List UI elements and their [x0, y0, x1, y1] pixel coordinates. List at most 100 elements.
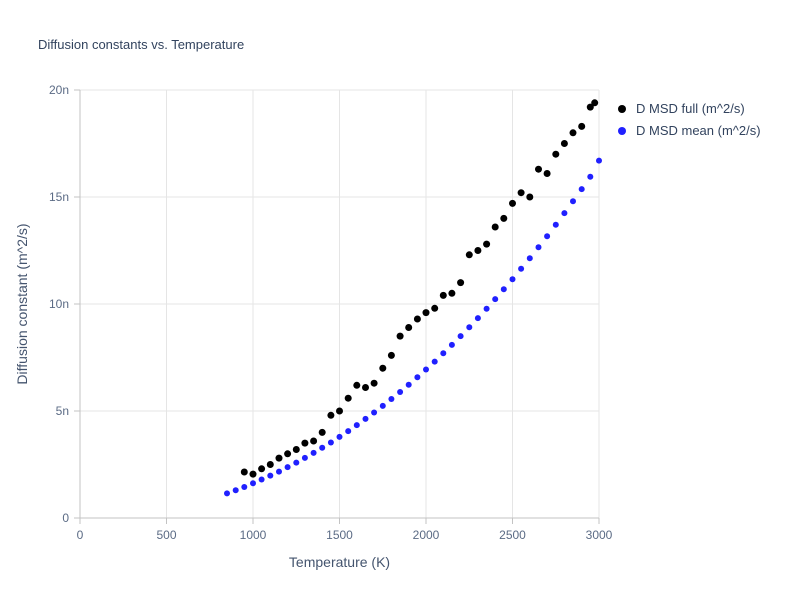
data-point-full — [439, 291, 447, 299]
data-point-full — [318, 428, 326, 436]
data-point-mean — [423, 366, 429, 373]
data-point-mean — [492, 296, 499, 303]
data-point-mean — [241, 484, 248, 490]
x-axis-label: Temperature (K) — [288, 554, 391, 570]
y-tick-label: 10n — [49, 297, 69, 311]
y-tick-label: 15n — [49, 190, 69, 204]
data-point-full — [517, 189, 525, 197]
x-tick-label: 500 — [156, 528, 176, 542]
data-point-mean — [258, 476, 265, 483]
data-point-full — [509, 199, 516, 207]
data-point-mean — [293, 459, 300, 466]
x-tick-label: 2500 — [499, 528, 526, 542]
legend-marker-full-icon — [618, 104, 626, 113]
data-point-full — [362, 384, 369, 391]
data-point-mean — [284, 464, 291, 471]
chart-title: Diffusion constants vs. Temperature — [38, 37, 245, 52]
data-point-mean — [483, 305, 490, 312]
data-point-full — [552, 150, 560, 158]
data-point-mean — [301, 454, 308, 461]
legend-marker-mean-icon — [618, 126, 626, 135]
legend-label-full: D MSD full (m^2/s) — [636, 101, 745, 116]
data-point-mean — [561, 210, 568, 217]
data-point-mean — [474, 315, 481, 322]
data-point-mean — [596, 157, 602, 164]
data-point-full — [275, 454, 283, 462]
legend-item-mean: D MSD mean (m^2/s) — [618, 123, 761, 138]
x-tick-label: 0 — [77, 528, 84, 542]
data-point-full — [465, 251, 473, 259]
data-point-mean — [310, 449, 317, 456]
data-point-full — [422, 309, 430, 317]
data-point-mean — [440, 350, 447, 357]
legend: D MSD full (m^2/s) D MSD mean (m^2/s) — [618, 101, 761, 138]
legend-item-full: D MSD full (m^2/s) — [618, 101, 761, 116]
data-point-full — [543, 170, 551, 177]
legend-label-mean: D MSD mean (m^2/s) — [636, 123, 761, 138]
data-point-full — [491, 223, 499, 231]
data-point-full — [448, 289, 456, 297]
data-point-mean — [371, 409, 378, 416]
data-point-full — [457, 279, 465, 287]
data-point-mean — [587, 173, 594, 180]
data-point-full — [327, 411, 335, 419]
data-point-full — [284, 450, 292, 458]
data-point-mean — [518, 265, 525, 272]
data-point-mean — [535, 244, 542, 251]
data-point-mean — [552, 221, 559, 228]
data-point-mean — [414, 374, 421, 381]
data-point-mean — [544, 233, 551, 240]
data-point-full — [353, 381, 361, 389]
data-point-full — [500, 214, 508, 222]
data-point-mean — [509, 276, 516, 283]
data-point-full — [387, 351, 395, 359]
data-point-mean — [388, 396, 395, 402]
x-tick-label: 3000 — [586, 528, 613, 542]
data-point-mean — [232, 487, 239, 494]
data-point-mean — [319, 444, 326, 451]
data-point-full — [336, 407, 343, 415]
data-point-mean — [327, 439, 334, 446]
y-tick-label: 0 — [62, 511, 69, 525]
data-point-full — [396, 332, 404, 340]
data-point-full — [292, 446, 300, 453]
data-point-full — [535, 165, 542, 173]
data-point-full — [249, 470, 257, 478]
data-point-mean — [431, 358, 438, 365]
data-point-mean — [405, 381, 412, 388]
data-point-full — [310, 437, 318, 445]
data-point-full — [370, 379, 378, 387]
data-point-mean — [336, 433, 343, 440]
data-point-full — [578, 122, 586, 130]
y-axis-label: Diffusion constant (m^2/s) — [14, 223, 30, 385]
data-point-mean — [250, 480, 256, 487]
data-point-full — [266, 461, 274, 468]
x-tick-label: 1500 — [326, 528, 353, 542]
data-point-full — [591, 99, 599, 107]
x-tick-label: 1000 — [240, 528, 267, 542]
data-point-full — [560, 140, 568, 147]
data-point-mean — [578, 186, 585, 193]
data-point-mean — [353, 422, 360, 429]
data-point-full — [413, 315, 421, 323]
data-point-mean — [500, 286, 507, 293]
data-point-full — [405, 324, 413, 331]
data-point-mean — [466, 324, 473, 331]
data-point-full — [258, 465, 266, 473]
data-point-full — [301, 439, 309, 447]
data-point-mean — [267, 472, 274, 479]
data-point-full — [240, 468, 248, 476]
data-point-mean — [457, 333, 464, 340]
data-point-mean — [362, 415, 369, 422]
data-point-full — [431, 304, 439, 312]
y-tick-label: 5n — [56, 404, 69, 418]
data-point-full — [379, 364, 387, 372]
data-point-full — [483, 240, 491, 248]
data-point-mean — [448, 341, 455, 348]
data-point-full — [344, 394, 352, 402]
data-point-full — [569, 129, 577, 137]
data-point-mean — [345, 428, 352, 435]
data-point-mean — [224, 490, 230, 497]
